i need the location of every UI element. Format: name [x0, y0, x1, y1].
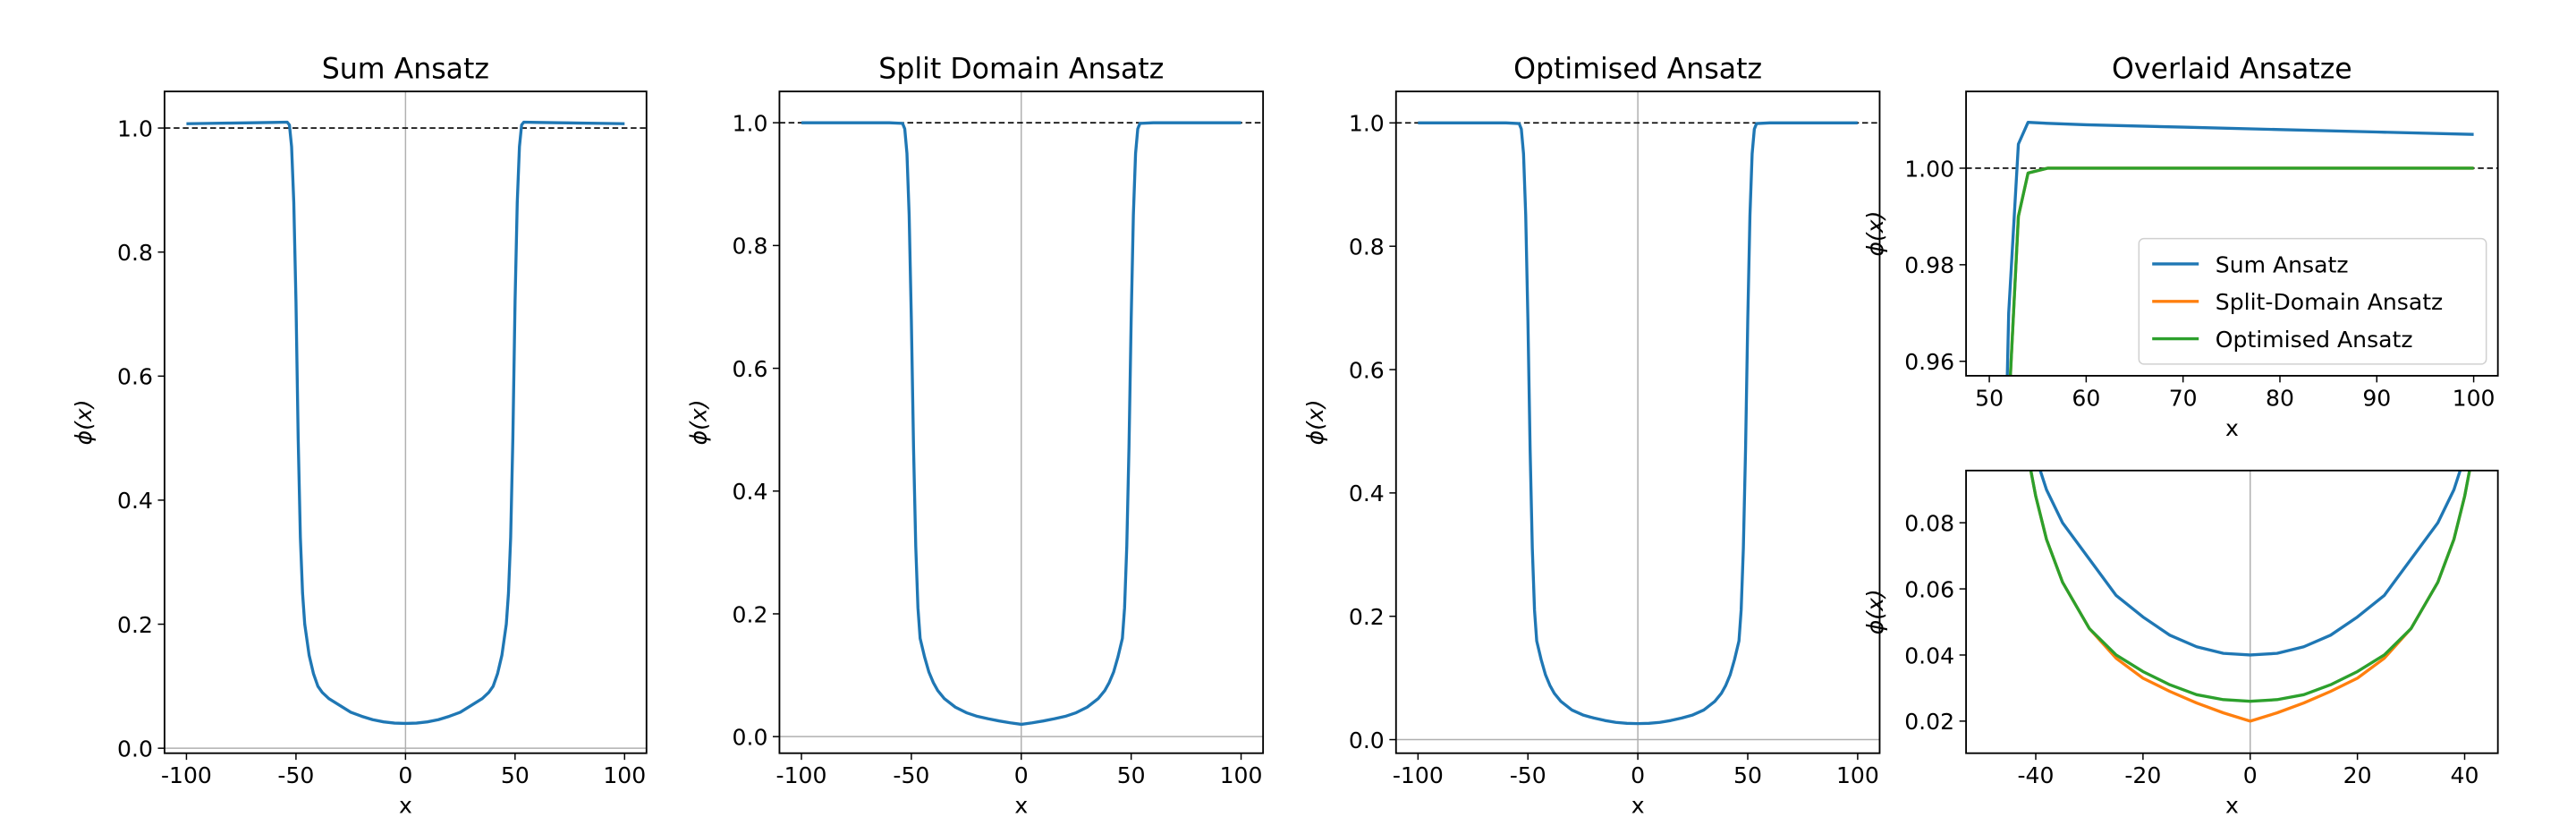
x-tick-label: -20 — [2124, 762, 2161, 788]
legend-box — [2138, 237, 2487, 365]
y-tick-label: 0.98 — [1904, 252, 1954, 278]
x-tick-label: -50 — [277, 762, 314, 788]
x-tick-label: 0 — [398, 762, 412, 788]
series-line — [2008, 166, 2474, 376]
y-tick-label: 1.0 — [117, 115, 153, 141]
chart-title: Sum Ansatz — [322, 53, 489, 85]
y-tick-label: 0.4 — [117, 488, 153, 514]
x-tick-label: 100 — [1836, 762, 1879, 788]
series-line — [2029, 470, 2471, 703]
y-tick-label: 0.4 — [733, 479, 768, 505]
y-tick-label: 0.2 — [117, 612, 153, 638]
series-line — [801, 121, 1241, 727]
y-tick-label: 0.06 — [1904, 576, 1954, 602]
y-tick-label: 0.2 — [733, 601, 768, 627]
x-tick-label: 0 — [1631, 762, 1645, 788]
y-axis-label: ϕ(x) — [1862, 589, 1888, 634]
x-tick-label: -50 — [1510, 762, 1546, 788]
y-axis-label: ϕ(x) — [1302, 399, 1328, 445]
x-tick-label: 100 — [603, 762, 646, 788]
plot-frame — [1965, 90, 2499, 377]
x-tick-label: -100 — [161, 762, 212, 788]
y-tick-label: 1.0 — [1349, 111, 1385, 137]
y-tick-label: 0.6 — [117, 364, 153, 390]
y-tick-label: 0.8 — [117, 240, 153, 266]
y-axis-label: ϕ(x) — [686, 399, 712, 445]
x-tick-label: -50 — [893, 762, 929, 788]
y-tick-label: 0.8 — [1349, 234, 1385, 260]
x-tick-label: 40 — [2451, 762, 2479, 788]
y-tick-label: 0.04 — [1904, 643, 1954, 668]
x-tick-label: 50 — [501, 762, 530, 788]
y-axis-label: ϕ(x) — [71, 399, 97, 445]
x-tick-label: 0 — [2243, 762, 2258, 788]
series-line — [2005, 121, 2474, 376]
y-tick-label: 0.0 — [733, 724, 768, 750]
legend-label: Split-Domain Ansatz — [2216, 289, 2443, 315]
x-tick-label: 90 — [2362, 385, 2391, 411]
x-axis-label: x — [399, 793, 412, 819]
y-tick-label: 0.6 — [1349, 357, 1385, 383]
x-tick-label: 70 — [2169, 385, 2198, 411]
series-line — [2038, 470, 2462, 657]
y-tick-label: 0.02 — [1904, 709, 1954, 735]
plot-frame — [1965, 469, 2499, 754]
chart-title: Optimised Ansatz — [1513, 53, 1762, 85]
y-tick-label: 0.8 — [733, 234, 768, 260]
y-axis-label: ϕ(x) — [1862, 211, 1888, 257]
x-tick-label: 50 — [1117, 762, 1146, 788]
x-axis-label: x — [2225, 793, 2239, 819]
x-axis-label: x — [1631, 793, 1645, 819]
y-tick-label: 0.2 — [1349, 604, 1385, 630]
x-tick-label: 50 — [1733, 762, 1762, 788]
x-tick-label: 0 — [1014, 762, 1029, 788]
y-tick-label: 1.00 — [1904, 156, 1954, 182]
series-line — [186, 120, 625, 726]
x-tick-label: 60 — [2072, 385, 2100, 411]
x-tick-label: 100 — [1220, 762, 1263, 788]
x-tick-label: -100 — [776, 762, 827, 788]
series-line — [1418, 121, 1858, 726]
x-tick-label: 20 — [2343, 762, 2372, 788]
x-tick-label: 80 — [2266, 385, 2294, 411]
legend-label: Sum Ansatz — [2216, 251, 2349, 277]
x-axis-label: x — [2225, 415, 2239, 441]
y-tick-label: 0.0 — [1349, 728, 1385, 753]
x-tick-label: -40 — [2018, 762, 2055, 788]
y-tick-label: 0.4 — [1349, 481, 1385, 506]
y-tick-label: 0.6 — [733, 356, 768, 382]
y-tick-label: 0.0 — [117, 736, 153, 762]
x-tick-label: 100 — [2453, 385, 2496, 411]
legend-label: Optimised Ansatz — [2216, 327, 2413, 353]
x-tick-label: -100 — [1393, 762, 1444, 788]
chart-title: Overlaid Ansatze — [2112, 53, 2352, 85]
x-axis-label: x — [1014, 793, 1028, 819]
chart-title: Split Domain Ansatz — [878, 53, 1164, 85]
y-tick-label: 0.08 — [1904, 510, 1954, 536]
y-tick-label: 1.0 — [733, 110, 768, 136]
y-tick-label: 0.96 — [1904, 349, 1954, 375]
x-tick-label: 50 — [1975, 385, 2004, 411]
